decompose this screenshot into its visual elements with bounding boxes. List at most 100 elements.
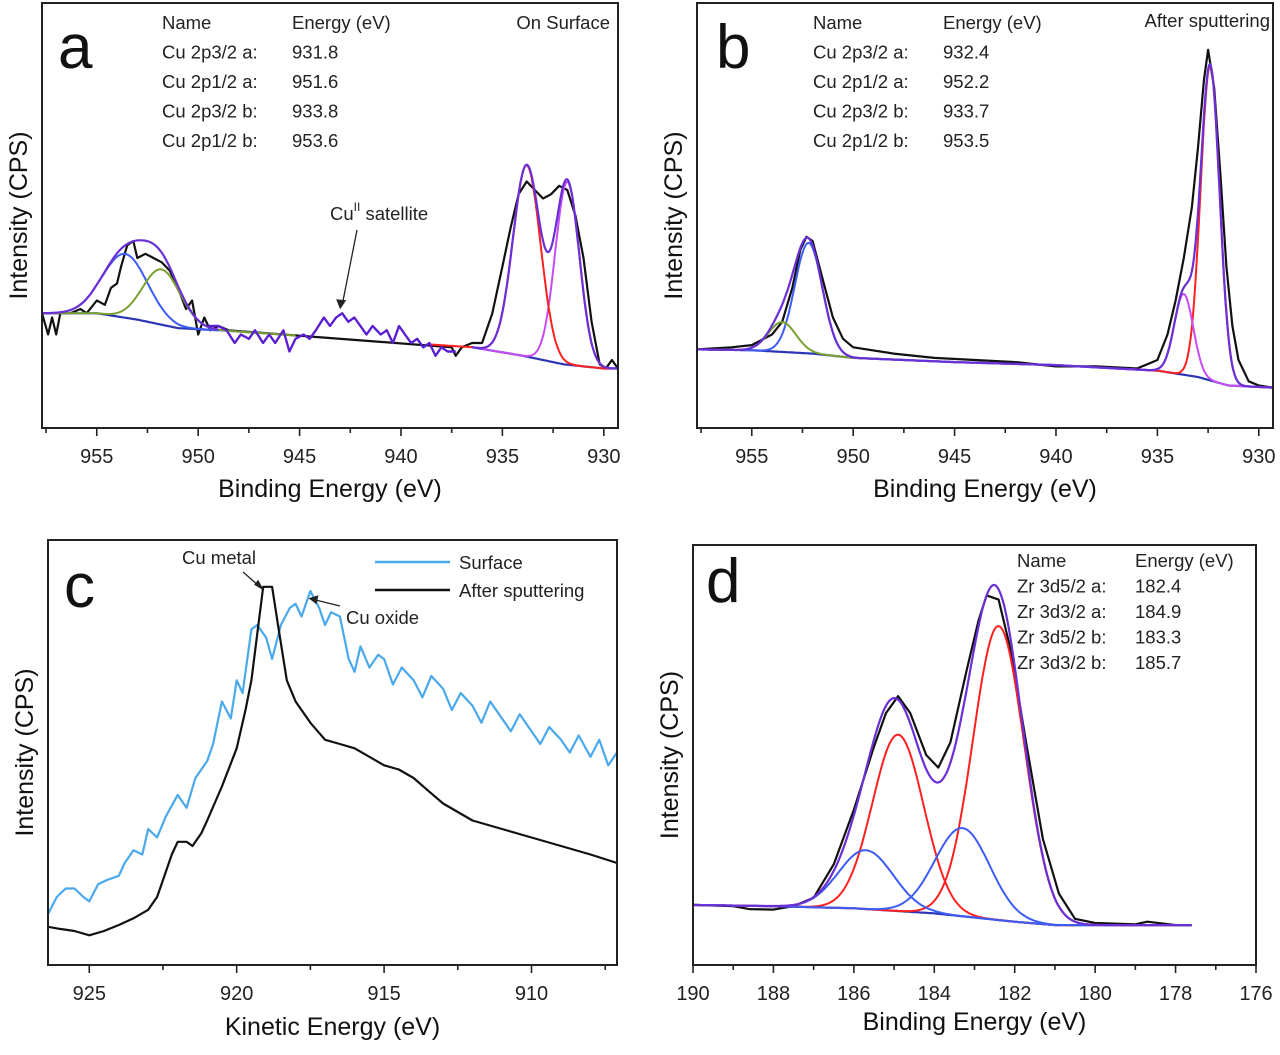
x-tick-label: 176 <box>1239 983 1272 1005</box>
peak-energy: 953.5 <box>943 130 989 151</box>
panel-letter: d <box>706 547 740 616</box>
component-peak-0 <box>1142 64 1273 389</box>
peak-energy: 931.8 <box>292 42 338 63</box>
x-axis-label: Binding Energy (eV) <box>863 1008 1087 1036</box>
peak-energy: 952.2 <box>943 71 989 92</box>
annotation-text: Cu <box>330 203 354 224</box>
peak-name: Zr 3d5/2 a: <box>1017 576 1106 597</box>
peak-name: Zr 3d5/2 b: <box>1017 627 1106 648</box>
annotation-arrow <box>341 229 358 306</box>
component-peak-2 <box>710 241 907 362</box>
satellite-annotation: CuII satellite <box>330 200 428 224</box>
peak-table-header-name: Name <box>162 12 211 33</box>
panel-letter: a <box>58 13 93 82</box>
condition-label: On Surface <box>516 12 610 33</box>
peak-energy: 951.6 <box>292 71 338 92</box>
x-tick-label: 184 <box>918 983 951 1005</box>
peak-name: Cu 2p3/2 a: <box>813 42 909 63</box>
annotation-superscript: II <box>354 200 361 214</box>
peak-name: Cu 2p3/2 b: <box>813 101 909 122</box>
condition-label: After sputtering <box>1145 10 1270 31</box>
series-line-0 <box>42 180 618 370</box>
x-tick-label: 935 <box>1141 446 1174 468</box>
series-line-0 <box>48 589 617 915</box>
x-tick-label: 925 <box>73 983 106 1005</box>
panel-d: 190 188 186 184 182 180 178 176 Binding Energy (… <box>656 544 1273 1036</box>
plot-frame <box>696 2 1274 429</box>
y-axis-label: Intensity (CPS) <box>11 668 39 836</box>
cu-oxide-annotation: Cu oxide <box>346 607 419 628</box>
baseline-curve-0 <box>693 903 1192 927</box>
plot-frame <box>47 539 618 966</box>
x-axis-label: Binding Energy (eV) <box>873 475 1097 503</box>
baseline-curve-0 <box>697 348 1273 389</box>
x-tick-label: 955 <box>80 446 113 468</box>
peak-name: Cu 2p1/2 b: <box>162 130 258 151</box>
peak-energy: 182.4 <box>1135 576 1181 597</box>
component-peak-3 <box>42 268 296 337</box>
cu-metal-annotation: Cu metal <box>182 547 256 568</box>
arrow-head-icon <box>254 579 265 591</box>
panel-letter: c <box>64 552 95 621</box>
plot-frame <box>41 2 619 429</box>
annotation-text: satellite <box>360 203 428 224</box>
x-tick-label: 186 <box>837 983 870 1005</box>
x-tick-label: 930 <box>587 446 620 468</box>
panel-a: 955 950 945 940 935 930 Binding Energy (eV) Int… <box>5 2 620 503</box>
x-tick-label: 178 <box>1159 983 1192 1005</box>
y-axis-label: Intensity (CPS) <box>5 131 33 299</box>
peak-energy: 932.4 <box>943 42 989 63</box>
y-axis-label: Intensity (CPS) <box>660 131 688 299</box>
peak-name: Cu 2p1/2 a: <box>162 71 258 92</box>
legend-label: Surface <box>459 552 523 573</box>
x-tick-label: 920 <box>220 983 253 1005</box>
x-tick-label: 910 <box>515 983 548 1005</box>
peak-energy: 953.6 <box>292 130 338 151</box>
x-tick-label: 182 <box>998 983 1031 1005</box>
peak-name: Cu 2p1/2 b: <box>813 130 909 151</box>
peak-name: Cu 2p1/2 a: <box>813 71 909 92</box>
arrow-head-icon <box>308 595 319 605</box>
peak-name: Zr 3d3/2 a: <box>1017 601 1106 622</box>
x-tick-label: 935 <box>486 446 519 468</box>
peak-table-header-energy: Energy (eV) <box>292 12 391 33</box>
x-tick-label: 950 <box>836 446 869 468</box>
peak-energy: 183.3 <box>1135 627 1181 648</box>
envelope-curve-1 <box>471 163 618 370</box>
envelope-curve-0 <box>42 239 219 331</box>
component-peak-1 <box>717 733 1078 927</box>
x-tick-label: 940 <box>384 446 417 468</box>
satellite-line-0 <box>208 312 456 357</box>
envelope-curve-0 <box>697 62 1273 389</box>
peak-table-header-energy: Energy (eV) <box>943 12 1042 33</box>
x-axis-label: Kinetic Energy (eV) <box>225 1013 440 1041</box>
peak-table-header-name: Name <box>1017 550 1066 571</box>
y-axis-label: Intensity (CPS) <box>656 671 684 839</box>
component-peak-3 <box>697 321 880 360</box>
arrow-head-icon <box>336 299 347 310</box>
plot-area <box>42 163 618 370</box>
x-tick-label: 940 <box>1039 446 1072 468</box>
x-tick-label: 955 <box>735 446 768 468</box>
panel-c: 925 920 915 910 Kinetic Energy (eV) Intensity… <box>11 539 618 1041</box>
peak-energy: 184.9 <box>1135 601 1181 622</box>
peak-name: Cu 2p3/2 a: <box>162 42 258 63</box>
x-tick-label: 945 <box>938 446 971 468</box>
plot-area <box>697 48 1273 389</box>
legend-label: After sputtering <box>459 580 584 601</box>
peak-energy: 185.7 <box>1135 652 1181 673</box>
peak-energy: 933.8 <box>292 101 338 122</box>
x-tick-label: 915 <box>367 983 400 1005</box>
peak-name: Zr 3d3/2 b: <box>1017 652 1106 673</box>
envelope-curve-0 <box>693 583 1192 927</box>
x-tick-label: 950 <box>181 446 214 468</box>
legend: Surface After sputtering <box>375 552 584 601</box>
panel-letter: b <box>716 13 750 82</box>
x-tick-label: 930 <box>1242 446 1275 468</box>
series-line-1 <box>48 585 617 937</box>
x-tick-label: 188 <box>757 983 790 1005</box>
series-line-1 <box>208 312 456 357</box>
component-peak-0 <box>481 180 618 370</box>
x-axis-label: Binding Energy (eV) <box>218 475 442 503</box>
